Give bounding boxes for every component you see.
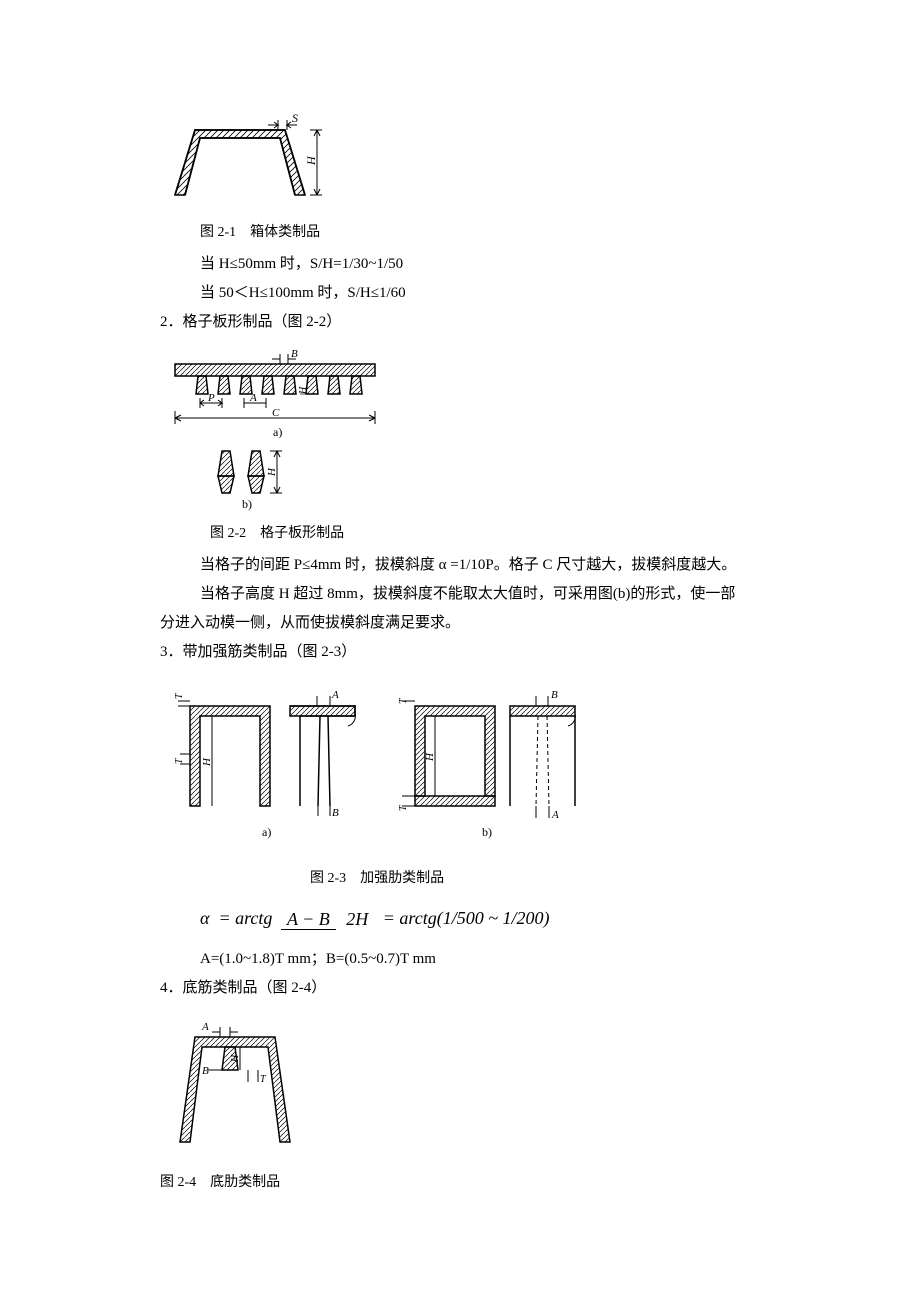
text-grid-h2: 分进入动模一侧，从而使拔模斜度满足要求。 xyxy=(160,610,760,637)
svg-text:H: H xyxy=(201,757,213,767)
fig21-label-s: S xyxy=(292,111,298,125)
formula-num: A − B xyxy=(281,909,336,930)
caption-2-2: 图 2-2 格子板形制品 xyxy=(160,521,760,546)
svg-text:B: B xyxy=(332,807,339,819)
fig22-sub-b: b) xyxy=(242,497,252,511)
svg-text:T: T xyxy=(174,757,185,764)
fig21-label-h: H xyxy=(304,155,318,166)
fig22-label-c: C xyxy=(272,407,280,419)
fig22-label-b: B xyxy=(291,348,298,360)
svg-text:A: A xyxy=(551,809,559,821)
text-grid-h1: 当格子高度 H 超过 8mm，拔模斜度不能取太大值时，可采用图(b)的形式，使一… xyxy=(160,581,760,608)
svg-text:H: H xyxy=(298,386,309,395)
caption-2-4: 图 2-4 底肋类制品 xyxy=(160,1170,760,1195)
fig22b-label-h: H xyxy=(266,467,278,477)
fig21-svg: S H xyxy=(160,110,330,210)
fig22-label-a: A xyxy=(249,392,257,404)
figure-2-2: B P A C H a) H b) xyxy=(160,346,760,511)
figure-2-4: A B H T xyxy=(160,1012,760,1152)
section-4: 4．底筋类制品（图 2-4） xyxy=(160,975,760,1002)
caption-2-1: 图 2-1 箱体类制品 xyxy=(160,220,760,245)
fig24-label-b: B xyxy=(202,1065,209,1077)
caption-2-3: 图 2-3 加强肋类制品 xyxy=(160,866,760,891)
fig24-label-t: T xyxy=(260,1074,267,1085)
svg-text:A: A xyxy=(331,689,339,701)
formula-rhs: = arctg(1/500 ~ 1/200) xyxy=(383,908,550,928)
section-3: 3．带加强筋类制品（图 2-3） xyxy=(160,639,760,666)
formula-alpha-lhs: α xyxy=(200,908,209,928)
text-h50: 当 H≤50mm 时，S/H=1/30~1/50 xyxy=(160,251,760,278)
fig23-svg: T T H A B a) T H T xyxy=(160,676,590,856)
fig24-label-h: H xyxy=(230,1054,241,1063)
section-2: 2．格子板形制品（图 2-2） xyxy=(160,309,760,336)
svg-text:T: T xyxy=(398,804,409,811)
formula-alpha: α = arctg A − B 2H = arctg(1/500 ~ 1/200… xyxy=(160,902,760,936)
svg-text:T: T xyxy=(398,697,409,704)
fig24-svg: A B H T xyxy=(160,1012,310,1152)
fig22b-svg: H b) xyxy=(200,441,330,511)
figure-2-3: T T H A B a) T H T xyxy=(160,676,760,856)
svg-text:H: H xyxy=(424,752,436,762)
text-h100: 当 50＜H≤100mm 时，S/H≤1/60 xyxy=(160,280,760,307)
formula-den: 2H xyxy=(340,909,374,929)
svg-text:T: T xyxy=(174,692,185,699)
fig22a-svg: B P A C H a) xyxy=(160,346,390,441)
svg-text:B: B xyxy=(551,689,558,701)
fig22-sub-a: a) xyxy=(273,425,282,439)
fig22-label-p: P xyxy=(207,392,215,404)
svg-text:b): b) xyxy=(482,825,492,839)
figure-2-1: S H xyxy=(160,110,760,210)
fig24-label-a: A xyxy=(201,1021,209,1033)
text-ab-values: A=(1.0~1.8)T mm；B=(0.5~0.7)T mm xyxy=(160,946,760,973)
svg-text:a): a) xyxy=(262,825,271,839)
text-grid-p: 当格子的间距 P≤4mm 时，拔模斜度 α =1/10P。格子 C 尺寸越大，拔… xyxy=(160,552,760,579)
